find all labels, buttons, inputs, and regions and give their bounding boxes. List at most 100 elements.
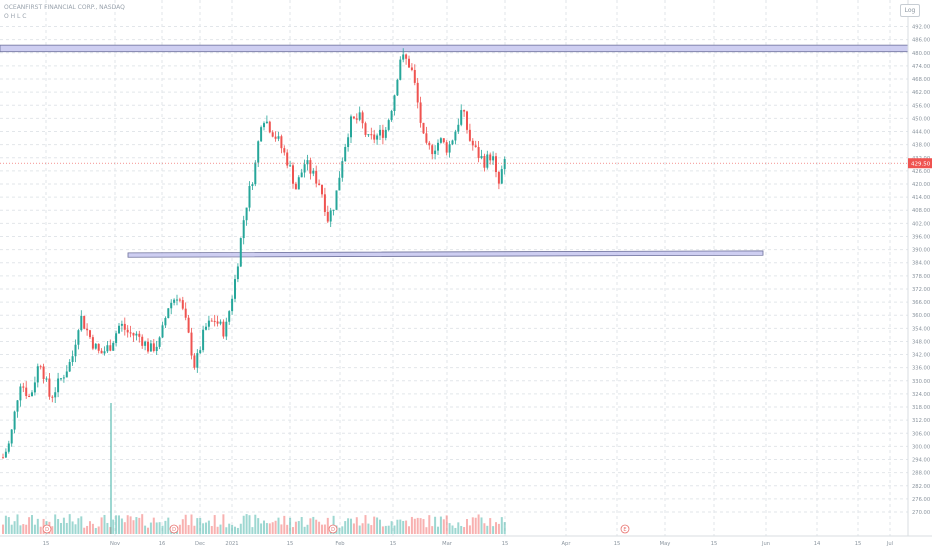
volume-bar (312, 516, 315, 534)
price-tick-label: 288.00 (912, 471, 930, 477)
price-tick-label: 366.00 (912, 300, 930, 306)
ohlc-line: O H L C (4, 13, 27, 20)
candle-down (431, 145, 434, 155)
candle-up (297, 177, 300, 190)
volume-bar (60, 522, 62, 534)
candle-down (477, 147, 480, 159)
volume-bar (396, 519, 399, 534)
log-scale-button[interactable]: Log (900, 4, 920, 17)
time-tick-label: Apr (562, 541, 572, 547)
candle-up (167, 308, 170, 319)
candle-down (86, 328, 89, 331)
price-tick-label: 372.00 (912, 287, 930, 293)
price-tick-label: 300.00 (912, 444, 930, 450)
volume-bar (413, 518, 416, 534)
volume-bar (318, 521, 321, 534)
volume-bar (54, 514, 57, 534)
candle-up (254, 162, 257, 185)
candle-up (303, 164, 306, 173)
candle-up (358, 112, 361, 120)
candle-up (263, 123, 265, 128)
candle-up (492, 156, 495, 161)
candle-up (106, 345, 109, 352)
volume-bar (358, 525, 361, 534)
candle-down (28, 395, 31, 397)
time-axis[interactable]: 15 Nov 16 Dec 2021 15 Feb 15 Mar 15 Apr 15 May 15 Jun 1… (43, 541, 893, 547)
candle-up (103, 351, 106, 354)
volume-bar (91, 523, 94, 534)
volume-bar (31, 515, 33, 534)
candle-up (118, 325, 120, 334)
volume-bar (463, 527, 466, 534)
candles[interactable] (2, 48, 506, 459)
candle-up (396, 79, 399, 96)
candle-up (115, 333, 118, 343)
volume-bar (2, 524, 4, 534)
volume-bar (89, 521, 91, 534)
volume-bar (364, 515, 367, 534)
volume-bar (373, 516, 376, 534)
volume-bar (387, 525, 390, 534)
volume-bar (338, 527, 341, 534)
volume-bar (271, 522, 274, 534)
candle-up (144, 341, 147, 346)
candle-down (468, 129, 471, 141)
price-tick-label: 312.00 (912, 418, 930, 424)
volume-bar (129, 516, 132, 534)
candle-up (367, 134, 370, 136)
volume-bar (471, 517, 474, 534)
price-tick-label: 390.00 (912, 248, 930, 254)
candle-down (210, 320, 213, 322)
candle-down (413, 69, 416, 83)
volume-bar (347, 518, 350, 534)
volume-bar (51, 526, 54, 534)
candle-up (289, 165, 292, 167)
candle-down (181, 300, 184, 309)
candle-down (471, 140, 474, 146)
volume-bar (13, 521, 16, 534)
candle-up (7, 443, 10, 452)
price-badge-bg (908, 158, 932, 169)
volume-bar (202, 523, 205, 534)
volume-bar (181, 519, 184, 534)
sr-bands[interactable] (0, 44, 909, 258)
candle-up (71, 356, 74, 362)
price-tick-label: 276.00 (912, 497, 930, 503)
candle-down (408, 58, 410, 68)
candle-down (25, 387, 28, 396)
candle-down (190, 332, 193, 356)
candle-up (500, 169, 503, 184)
time-tick-label: 2021 (225, 541, 238, 547)
candle-down (428, 142, 431, 146)
volume-bar (106, 522, 109, 534)
candle-up (164, 318, 167, 326)
volume-bar (474, 517, 477, 534)
candle-down (309, 160, 312, 174)
candle-down (283, 148, 286, 153)
candle-down (97, 343, 100, 351)
volume-bar (83, 527, 86, 534)
volume-bar (486, 525, 489, 534)
candle-down (364, 123, 367, 135)
volume-bar (416, 517, 419, 534)
candle-up (257, 141, 260, 163)
price-badge-label: 429.50 (911, 162, 931, 168)
volume-bar (323, 524, 326, 534)
price-tick-label: 420.00 (912, 182, 930, 188)
candle-up (62, 377, 65, 379)
candle-down (422, 122, 425, 134)
candle-up (390, 110, 393, 121)
volume-bar (100, 517, 103, 534)
volume-bar (448, 523, 451, 534)
volume-bar (468, 525, 471, 534)
volume-bar (25, 524, 28, 534)
price-tick-label: 414.00 (912, 195, 930, 201)
candle-down (497, 172, 500, 184)
volume-bar (97, 526, 100, 534)
volume-bar (466, 519, 468, 534)
candle-up (45, 378, 48, 380)
price-tick-label: 360.00 (912, 313, 930, 319)
